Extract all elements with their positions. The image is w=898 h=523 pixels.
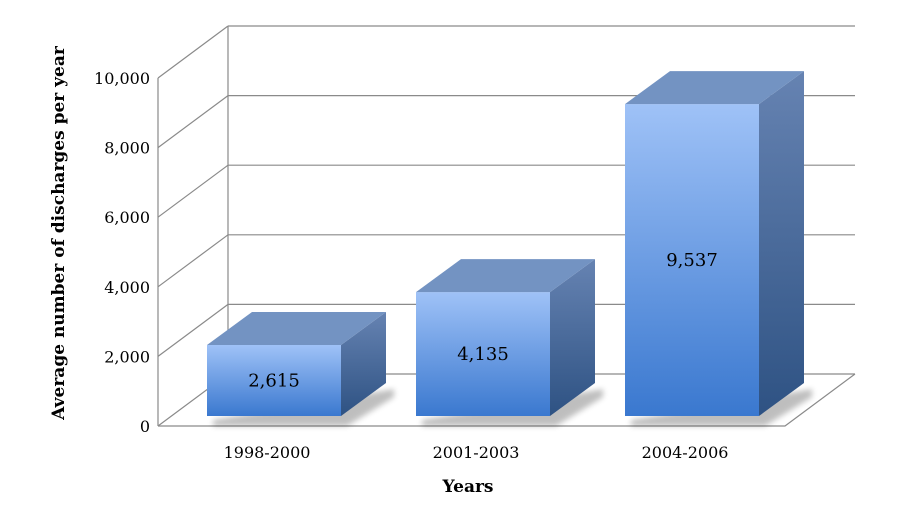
x-axis-title: Years bbox=[441, 477, 493, 497]
data-label: 4,135 bbox=[457, 344, 509, 365]
y-axis-title: Average number of discharges per year bbox=[49, 45, 69, 421]
bar-front bbox=[625, 104, 759, 416]
bar-side bbox=[550, 259, 595, 416]
bar-top bbox=[625, 71, 804, 105]
gridline-diagonal bbox=[157, 303, 229, 357]
y-tick-label: 4,000 bbox=[104, 278, 150, 297]
gridline-diagonal bbox=[157, 25, 229, 79]
bars bbox=[207, 71, 812, 426]
gridline-diagonal bbox=[157, 95, 229, 149]
y-tick-label: 10,000 bbox=[94, 69, 150, 88]
labels: 0 2,000 4,000 6,000 8,000 10,000 2,615 1998-200… bbox=[94, 69, 728, 462]
bar-side bbox=[341, 311, 386, 416]
y-tick-label: 6,000 bbox=[104, 208, 150, 227]
bar-top bbox=[416, 259, 595, 293]
x-tick-label: 2004-2006 bbox=[642, 443, 729, 462]
bar-top bbox=[207, 311, 386, 345]
x-tick-label: 2001-2003 bbox=[433, 443, 520, 462]
y-tick-label: 8,000 bbox=[104, 139, 150, 158]
floor-edge bbox=[158, 373, 856, 427]
bar-front bbox=[416, 292, 550, 416]
y-tick-label: 2,000 bbox=[104, 347, 150, 366]
bar-front bbox=[207, 344, 341, 416]
gridline-diagonal bbox=[157, 164, 229, 218]
data-label: 9,537 bbox=[666, 250, 718, 271]
bar-2004-2006 bbox=[625, 71, 812, 426]
bar-side bbox=[759, 71, 804, 416]
axes bbox=[157, 26, 856, 427]
x-tick-label: 1998-2000 bbox=[224, 443, 311, 462]
bar-1998-2000 bbox=[207, 311, 394, 426]
bar-2001-2003 bbox=[416, 259, 603, 426]
gridline-diagonal bbox=[157, 234, 229, 288]
data-label: 2,615 bbox=[248, 370, 300, 391]
y-tick-label: 0 bbox=[140, 417, 150, 436]
